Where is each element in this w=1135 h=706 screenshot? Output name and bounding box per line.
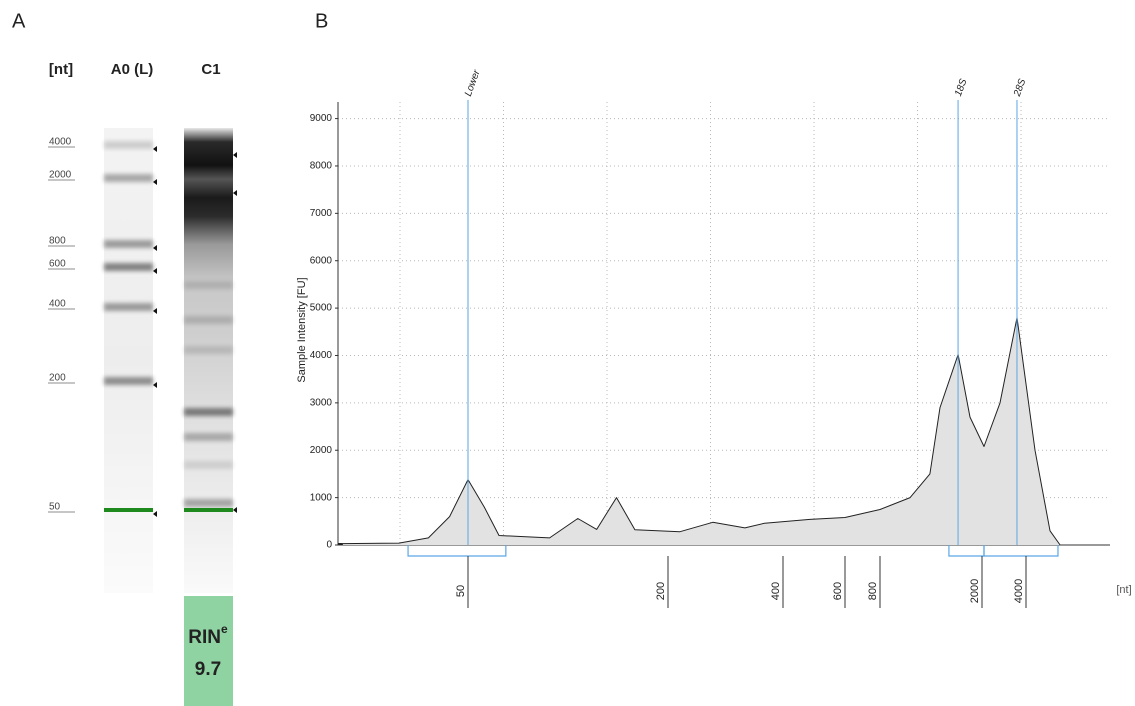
ladder-size-label: 600: [49, 259, 66, 270]
band-arrow: [153, 308, 157, 314]
x-axis-unit: [nt]: [1116, 584, 1131, 596]
rin-box: [184, 596, 233, 706]
rin-superscript: e: [221, 622, 228, 636]
gel-band: [104, 141, 153, 149]
gel-band: [184, 433, 233, 441]
band-arrow: [153, 268, 157, 274]
marker-band: [184, 508, 233, 512]
plot: 0 1000 2000 3000 4000 5000 6000 7000 8000 9000 Low…: [310, 68, 1110, 608]
peak-label: 28S: [1012, 77, 1029, 99]
ladder-size-label: 50: [49, 502, 61, 513]
y-tick-label: 6000: [310, 255, 333, 266]
rin-text: RIN: [188, 627, 221, 648]
lane-header: A0 (L): [111, 61, 154, 78]
y-tick-label: 9000: [310, 113, 333, 124]
gel-band: [184, 408, 233, 416]
gel-band: [104, 174, 153, 182]
marker-band: [104, 508, 153, 512]
y-tick-label: 0: [326, 540, 332, 551]
y-tick-label: 8000: [310, 161, 333, 172]
gel-band: [104, 263, 153, 271]
peak-label: Lower: [463, 68, 483, 98]
gel-band: [184, 346, 233, 354]
gel-band: [104, 303, 153, 311]
x-tick-label: 400: [770, 582, 782, 600]
gel-band: [184, 316, 233, 324]
x-tick-label: 200: [655, 582, 667, 600]
ladder-size-label: 4000: [49, 137, 72, 148]
band-arrow: [233, 152, 237, 158]
band-arrow: [233, 190, 237, 196]
gel-band: [184, 461, 233, 469]
figure: A [nt] A0 (L) C1 RINe 9.7 B Sample Inten…: [0, 0, 1135, 706]
gel-band: [184, 499, 233, 507]
ladder-size-label: 200: [49, 373, 66, 384]
region-bracket: [949, 545, 984, 556]
ladder-lane: [104, 128, 153, 593]
gel-band: [104, 240, 153, 248]
x-tick-label: 600: [832, 582, 844, 600]
gel-image: [104, 128, 233, 593]
y-tick-label: 1000: [310, 492, 333, 503]
area-fill: [343, 318, 1060, 545]
ladder-size-label: 400: [49, 299, 66, 310]
panel-letter: A: [12, 10, 26, 32]
y-axis-label: Sample Intensity [FU]: [296, 277, 308, 382]
band-arrow: [153, 179, 157, 185]
band-arrow: [153, 245, 157, 251]
y-tick-label: 4000: [310, 350, 333, 361]
y-tick-label: 7000: [310, 208, 333, 219]
band-arrow: [153, 146, 157, 152]
gel-band: [184, 281, 233, 289]
ladder-size-label: 2000: [49, 170, 72, 181]
gel-band: [104, 377, 153, 385]
x-tick-label: 2000: [969, 579, 981, 603]
region-bracket: [408, 545, 506, 556]
panel-letter: B: [315, 10, 328, 32]
x-tick-label: 50: [455, 585, 467, 597]
size-header: [nt]: [49, 61, 73, 78]
lane-header: C1: [201, 61, 220, 78]
band-arrow: [233, 507, 237, 513]
band-arrow: [153, 511, 157, 517]
ladder-size-label: 800: [49, 236, 66, 247]
y-tick-label: 2000: [310, 445, 333, 456]
band-arrow: [153, 382, 157, 388]
x-tick-label: 800: [867, 582, 879, 600]
peak-label: 18S: [953, 77, 970, 98]
y-tick-label: 3000: [310, 398, 333, 409]
y-tick-label: 5000: [310, 303, 333, 314]
rin-value: 9.7: [195, 659, 221, 680]
region-bracket: [984, 545, 1058, 556]
sample-lane: [184, 128, 233, 593]
x-tick-label: 4000: [1013, 579, 1025, 603]
